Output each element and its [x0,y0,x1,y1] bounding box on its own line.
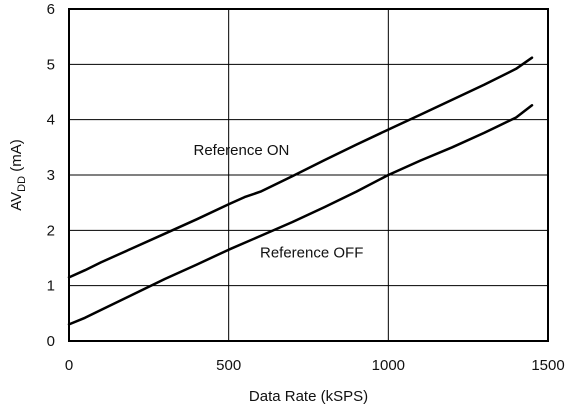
y-tick-label: 4 [47,112,55,129]
series-line-reference-off [67,104,534,326]
annotation-label: Reference OFF [260,244,363,261]
y-axis-label-prefix: AV [8,192,25,211]
y-axis-label: AVDD (mA) [8,139,28,210]
x-tick-label: 0 [65,357,73,374]
annotation-label: Reference ON [194,142,290,159]
y-tick-label: 0 [47,333,55,350]
y-tick-label: 2 [47,222,55,239]
y-tick-label: 6 [47,1,55,18]
x-tick-label: 1500 [531,357,564,374]
y-axis-label-suffix: (mA) [8,139,25,176]
y-axis-label-subscript: DD [16,176,28,192]
y-tick-label: 5 [47,56,55,73]
x-axis-label: Data Rate (kSPS) [249,388,368,405]
series-line-reference-on [67,56,534,279]
x-tick-label: 1000 [372,357,405,374]
x-tick-labels: 0 500 1000 1500 [65,357,565,374]
annotations: Reference ON Reference OFF [194,142,364,261]
y-tick-labels: 0 1 2 3 4 5 6 [47,1,55,350]
series-lines [67,56,534,326]
y-tick-label: 1 [47,278,55,295]
x-tick-label: 500 [216,357,241,374]
plot-frame [68,8,549,342]
y-tick-label: 3 [47,167,55,184]
